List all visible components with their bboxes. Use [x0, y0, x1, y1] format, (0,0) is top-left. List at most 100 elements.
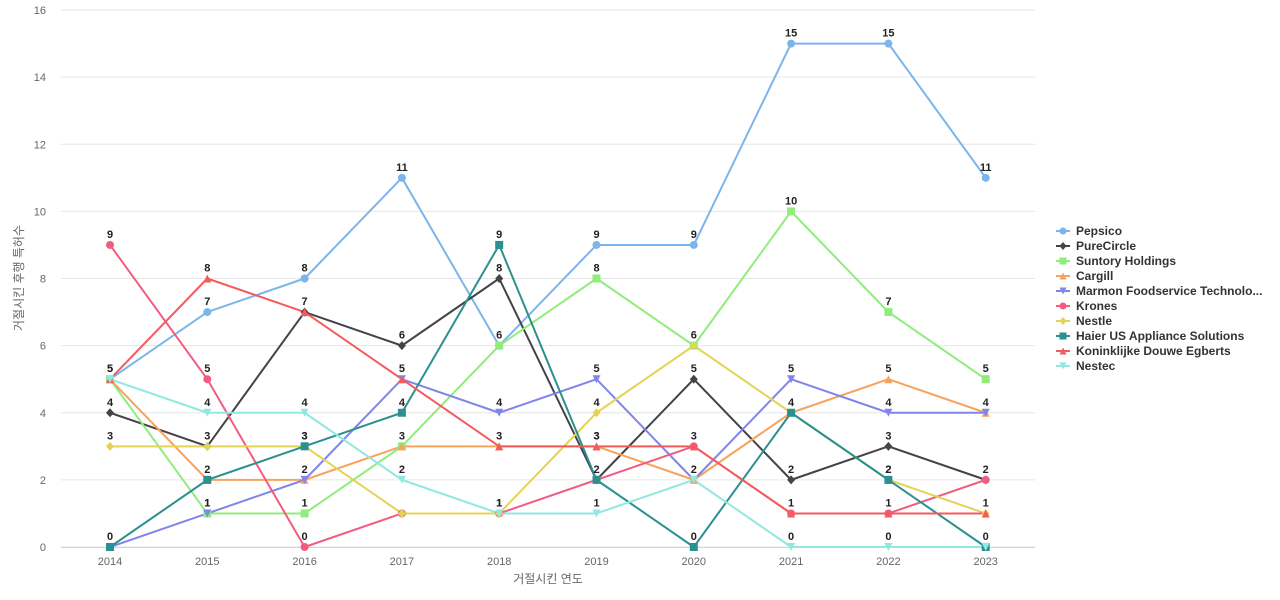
data-point-haier-us-appliance-solutions[interactable]	[300, 442, 309, 451]
x-tick-label: 2014	[98, 556, 122, 568]
data-point-pepsico[interactable]	[689, 240, 698, 249]
data-label: 1	[204, 497, 210, 509]
x-tick-label: 2022	[876, 556, 900, 568]
data-label: 8	[593, 263, 599, 275]
data-label: 2	[983, 464, 989, 476]
data-point-pepsico[interactable]	[981, 173, 990, 182]
data-point-haier-us-appliance-solutions[interactable]	[203, 475, 212, 484]
data-point-haier-us-appliance-solutions[interactable]	[884, 475, 893, 484]
data-point-suntory-holdings[interactable]	[981, 375, 990, 384]
data-point-haier-us-appliance-solutions[interactable]	[689, 543, 698, 551]
data-point-koninklijke-douwe-egberts[interactable]	[981, 509, 990, 518]
data-point-nestle[interactable]	[689, 341, 698, 351]
data-point-nestec[interactable]	[689, 475, 698, 484]
data-point-purecircle[interactable]	[787, 475, 796, 485]
legend-item-nestec[interactable]: Nestec	[1056, 359, 1116, 373]
data-point-koninklijke-douwe-egberts[interactable]	[203, 274, 212, 283]
data-point-cargill[interactable]	[397, 442, 406, 451]
data-label: 3	[107, 430, 113, 442]
data-label: 5	[983, 363, 989, 375]
data-point-nestle[interactable]	[397, 508, 406, 518]
series-line-suntory-holdings[interactable]	[109, 210, 987, 515]
legend-item-haier-us-appliance-solutions[interactable]: Haier US Appliance Solutions	[1056, 329, 1245, 343]
data-point-suntory-holdings[interactable]	[592, 274, 601, 283]
data-point-purecircle[interactable]	[689, 374, 698, 384]
series-line-cargill[interactable]	[109, 378, 987, 481]
data-point-suntory-holdings[interactable]	[787, 207, 796, 216]
legend-item-suntory-holdings[interactable]: Suntory Holdings	[1056, 254, 1176, 268]
data-point-cargill[interactable]	[884, 375, 893, 384]
data-point-haier-us-appliance-solutions[interactable]	[106, 543, 114, 551]
legend-item-koninklijke-douwe-egberts[interactable]: Koninklijke Douwe Egberts	[1056, 344, 1231, 358]
series-line-haier-us-appliance-solutions[interactable]	[109, 243, 987, 548]
data-point-haier-us-appliance-solutions[interactable]	[495, 240, 504, 249]
data-label: 1	[496, 497, 502, 509]
data-point-koninklijke-douwe-egberts[interactable]	[397, 375, 406, 384]
data-point-pepsico[interactable]	[787, 39, 796, 48]
y-tick-label: 2	[40, 475, 46, 487]
series-line-nestec[interactable]	[109, 378, 986, 548]
data-point-marmon-foodservice-technolo[interactable]	[495, 408, 504, 417]
data-point-suntory-holdings[interactable]	[495, 341, 504, 350]
data-point-koninklijke-douwe-egberts[interactable]	[787, 509, 796, 518]
data-label: 1	[983, 497, 989, 509]
data-point-nestec[interactable]	[203, 408, 212, 417]
legend-item-purecircle[interactable]: PureCircle	[1056, 239, 1136, 253]
data-point-marmon-foodservice-technolo[interactable]	[592, 375, 601, 384]
data-label: 5	[204, 363, 210, 375]
data-point-haier-us-appliance-solutions[interactable]	[397, 408, 406, 417]
data-point-marmon-foodservice-technolo[interactable]	[981, 408, 990, 417]
legend-item-cargill[interactable]: Cargill	[1056, 269, 1113, 283]
series-line-nestle[interactable]	[110, 344, 987, 515]
data-point-marmon-foodservice-technolo[interactable]	[787, 375, 796, 384]
data-point-nestle[interactable]	[203, 441, 212, 451]
series-line-koninklijke-douwe-egberts[interactable]	[109, 277, 986, 515]
data-point-krones[interactable]	[106, 240, 114, 249]
legend-item-marmon-foodservice-technolo[interactable]: Marmon Foodservice Technolo...	[1056, 284, 1262, 298]
data-point-marmon-foodservice-technolo[interactable]	[203, 509, 212, 518]
data-point-suntory-holdings[interactable]	[300, 509, 309, 518]
data-point-koninklijke-douwe-egberts[interactable]	[300, 308, 309, 317]
data-point-purecircle[interactable]	[397, 341, 406, 351]
data-point-nestec[interactable]	[397, 475, 406, 484]
data-point-marmon-foodservice-technolo[interactable]	[300, 475, 309, 484]
data-point-suntory-holdings[interactable]	[884, 308, 893, 317]
series-line-marmon-foodservice-technolo[interactable]	[109, 378, 986, 548]
data-label: 5	[107, 363, 113, 375]
data-point-pepsico[interactable]	[397, 173, 406, 182]
data-point-pepsico[interactable]	[592, 240, 601, 249]
data-point-krones[interactable]	[300, 543, 309, 551]
data-point-nestec[interactable]	[300, 408, 309, 417]
data-point-pepsico[interactable]	[884, 39, 893, 48]
data-point-nestle[interactable]	[592, 408, 601, 418]
x-tick-label: 2016	[292, 556, 316, 568]
data-point-marmon-foodservice-technolo[interactable]	[884, 408, 893, 417]
data-point-koninklijke-douwe-egberts[interactable]	[592, 442, 601, 451]
data-point-purecircle[interactable]	[495, 274, 504, 283]
data-point-nestec[interactable]	[884, 543, 893, 551]
data-point-haier-us-appliance-solutions[interactable]	[592, 475, 601, 484]
data-point-koninklijke-douwe-egberts[interactable]	[495, 442, 504, 451]
data-point-purecircle[interactable]	[106, 408, 114, 418]
data-label: 1	[788, 497, 794, 509]
data-point-krones[interactable]	[981, 475, 990, 484]
data-point-koninklijke-douwe-egberts[interactable]	[689, 442, 698, 451]
data-point-haier-us-appliance-solutions[interactable]	[787, 408, 796, 417]
legend-item-nestle[interactable]: Nestle	[1056, 314, 1112, 328]
data-point-pepsico[interactable]	[300, 274, 309, 283]
data-point-krones[interactable]	[203, 375, 212, 384]
data-point-nestle[interactable]	[106, 441, 114, 451]
data-point-nestec[interactable]	[106, 375, 114, 384]
data-point-nestec[interactable]	[592, 509, 601, 518]
data-point-nestec[interactable]	[787, 543, 796, 551]
data-point-purecircle[interactable]	[884, 441, 893, 451]
legend-item-krones[interactable]: Krones	[1056, 299, 1118, 313]
series-line-purecircle[interactable]	[109, 277, 987, 481]
data-point-nestec[interactable]	[981, 543, 990, 551]
legend-label: PureCircle	[1076, 239, 1136, 253]
data-label: 9	[107, 229, 113, 241]
legend-item-pepsico[interactable]: Pepsico	[1056, 224, 1122, 238]
data-point-nestec[interactable]	[495, 509, 504, 518]
data-point-koninklijke-douwe-egberts[interactable]	[884, 509, 893, 518]
data-point-pepsico[interactable]	[203, 308, 212, 317]
